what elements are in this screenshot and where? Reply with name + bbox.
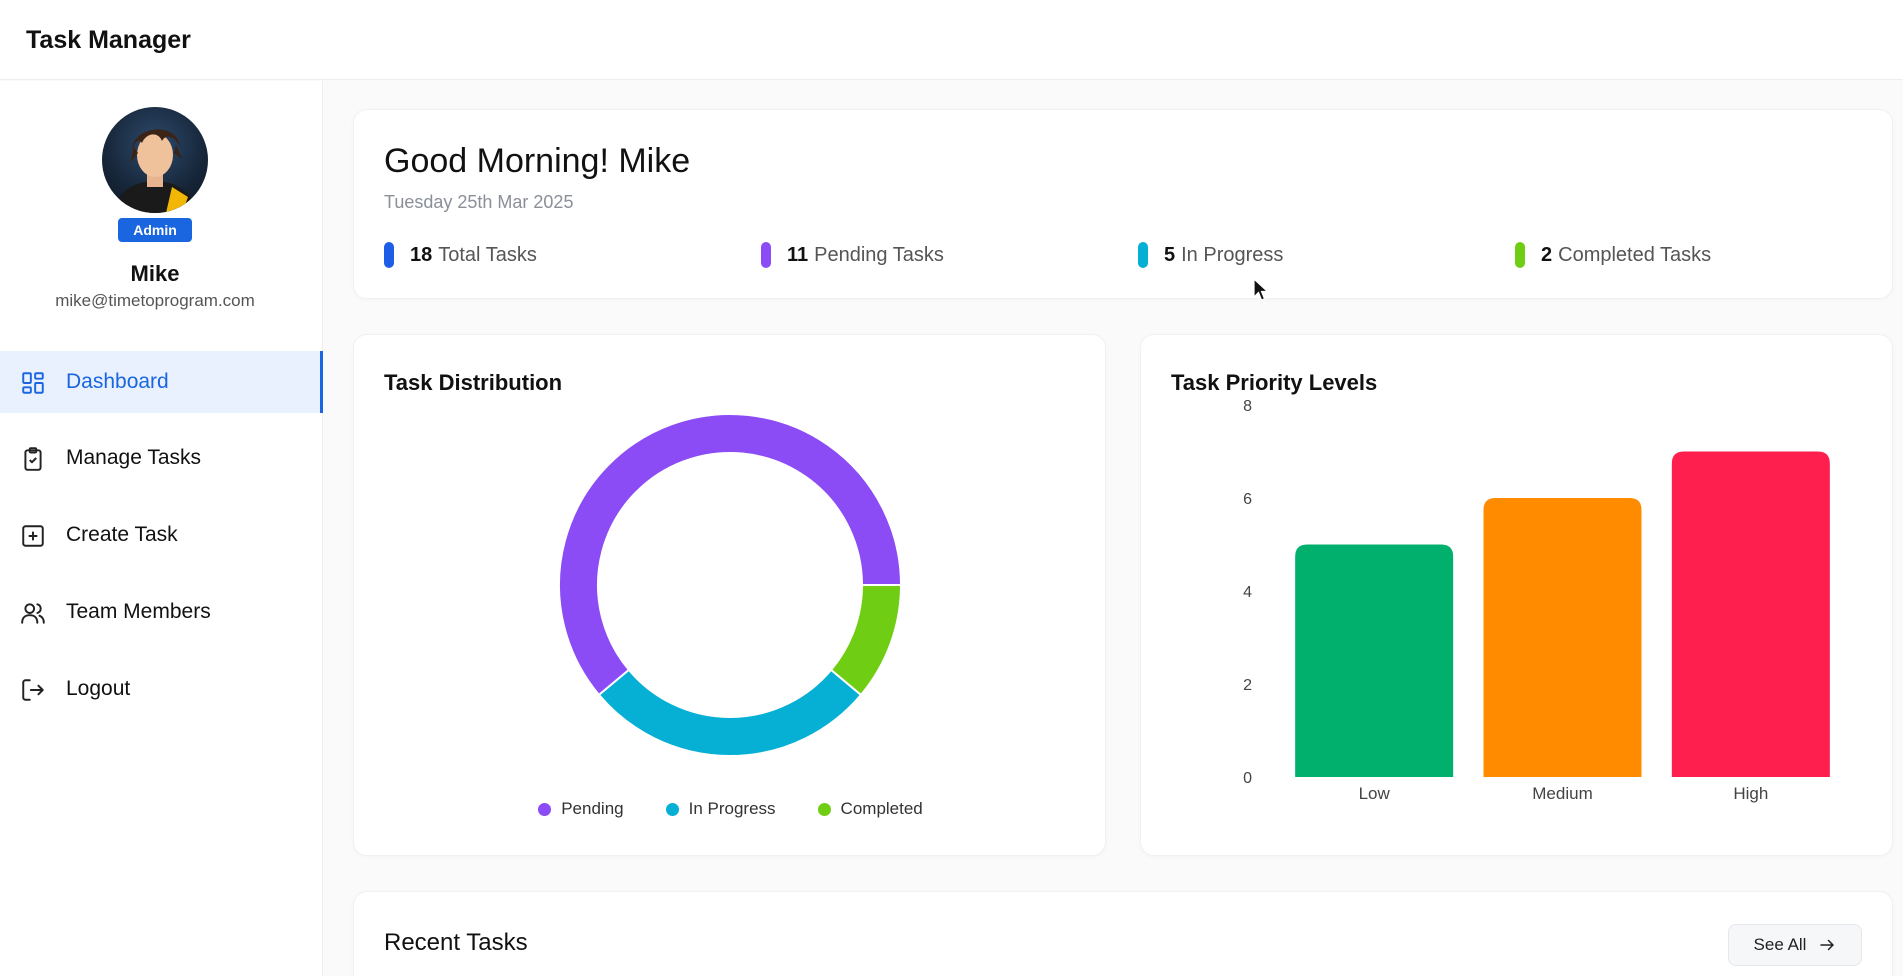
recent-tasks-title: Recent Tasks [384,929,528,956]
legend-dot [665,802,679,816]
x-tick-label: Medium [1532,784,1592,803]
stat-value: 18 [410,243,433,266]
role-badge: Admin [118,218,192,242]
top-bar: Task Manager [0,0,1903,80]
user-name: Mike [130,261,180,286]
stat-pill [1515,242,1525,268]
task-priority-card: Task Priority Levels 0 2 4 6 8 Low Medium High [1140,334,1893,856]
stat-value: 2 [1541,243,1553,266]
stat-total-tasks: 18 Total Tasks [384,240,537,270]
legend-item-pending[interactable]: Pending [538,799,624,819]
stat-value: 5 [1164,243,1176,266]
sidebar-item-logout[interactable]: Logout [0,658,323,720]
legend-label: Pending [561,799,624,818]
priority-title: Task Priority Levels [1171,370,1378,395]
greeting: Good Morning! Mike [384,142,691,180]
recent-tasks-card: Recent Tasks See All [353,891,1893,976]
stat-label: In Progress [1181,243,1284,266]
sidebar-item-team-members[interactable]: Team Members [0,581,323,643]
stat-pending-tasks: 11 Pending Tasks [761,240,944,270]
legend-label: Completed [840,799,923,818]
current-date: Tuesday 25th Mar 2025 [384,192,574,212]
bar-high [1671,451,1830,777]
donut-slice-pending [558,413,903,697]
stat-in-progress: 5 In Progress [1138,240,1283,270]
stat-label: Total Tasks [438,243,537,266]
stat-label: Completed Tasks [1558,243,1712,266]
y-tick-label: 0 [1243,770,1252,787]
sidebar: Admin Mike mike@timetoprogram.com Dashbo… [0,81,323,976]
mouse-cursor-icon [1253,278,1270,301]
bar-medium [1483,498,1642,777]
see-all-label: See All [1753,935,1807,954]
distribution-title: Task Distribution [384,370,563,395]
stat-pill [761,242,771,268]
y-tick-label: 4 [1243,584,1252,601]
y-tick-label: 6 [1243,491,1252,508]
stat-pill [1138,242,1148,268]
users-icon [21,603,45,624]
y-tick-label: 8 [1243,398,1252,415]
stat-pill [384,242,394,268]
arrow-right-icon [1820,939,1835,951]
legend-item-completed[interactable]: Completed [817,799,923,819]
clipboard-check-icon [24,447,42,471]
welcome-card: Good Morning! Mike Tuesday 25th Mar 2025… [353,109,1893,299]
sidebar-item-create-task[interactable]: Create Task [0,504,323,566]
stat-value: 11 [787,243,809,266]
legend-dot [817,802,831,816]
user-email: mike@timetoprogram.com [55,291,255,310]
legend-dot [538,802,552,816]
task-distribution-card: Task Distribution Pending In Progress Comp… [353,334,1106,856]
sidebar-item-label: Dashboard [66,370,169,393]
see-all-button[interactable]: See All [1728,924,1862,966]
legend-item-in-progress[interactable]: In Progress [665,799,776,819]
x-tick-label: High [1733,784,1768,803]
bar-low [1295,544,1454,777]
donut-slice-completed [829,584,903,697]
y-tick-label: 2 [1243,677,1252,694]
bar-chart: 0 2 4 6 8 Low Medium High [1243,398,1830,803]
app-title: Task Manager [26,26,191,54]
dashboard-icon [22,372,44,394]
avatar [102,107,208,213]
logout-icon [22,679,44,701]
plus-square-icon [22,525,44,547]
sidebar-item-label: Create Task [66,523,178,546]
stat-completed-tasks: 2 Completed Tasks [1515,240,1711,270]
donut-legend: Pending In Progress Completed [354,799,1107,819]
sidebar-item-label: Manage Tasks [66,446,202,469]
sidebar-item-manage-tasks[interactable]: Manage Tasks [0,427,323,489]
sidebar-item-dashboard[interactable]: Dashboard [0,351,323,413]
stat-label: Pending Tasks [814,243,944,266]
x-tick-label: Low [1359,784,1391,803]
legend-label: In Progress [688,799,776,818]
donut-chart [558,413,903,758]
donut-slice-in-progress [597,668,863,758]
sidebar-item-label: Logout [66,677,131,700]
sidebar-item-label: Team Members [66,600,211,623]
